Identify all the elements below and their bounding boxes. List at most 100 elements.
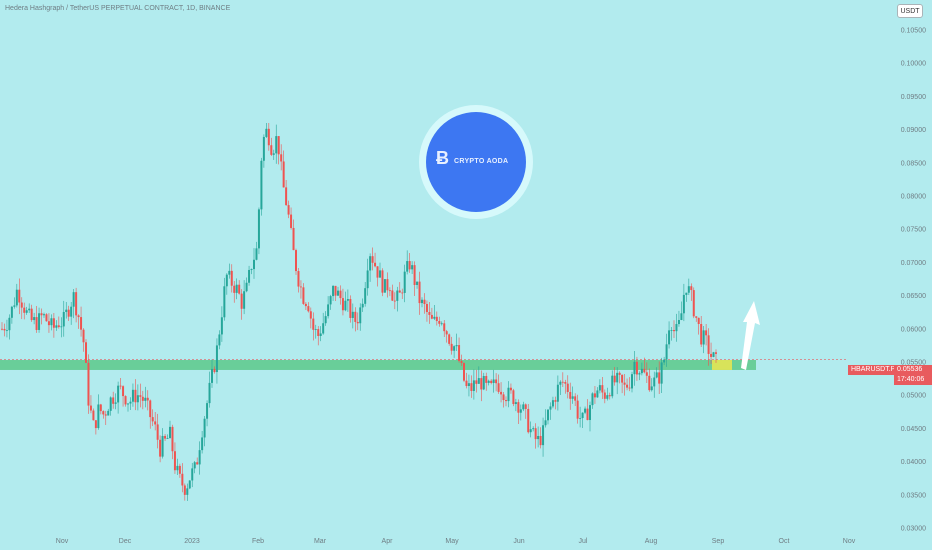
candle-body xyxy=(364,288,367,304)
candle-body xyxy=(470,383,473,391)
candle-body xyxy=(702,330,705,345)
candle-body xyxy=(354,311,357,322)
candle-body xyxy=(638,373,641,375)
candle-body xyxy=(92,410,95,421)
candle-body xyxy=(65,309,68,312)
candle-body xyxy=(208,382,211,404)
logo-text: CRYPTO AODA xyxy=(454,158,509,165)
candle-body xyxy=(658,372,661,384)
y-tick-label: 0.10500 xyxy=(901,28,926,35)
candle-body xyxy=(635,361,638,375)
candle-body xyxy=(608,395,611,397)
candle-body xyxy=(102,411,105,415)
candle-body xyxy=(411,265,414,270)
candle-body xyxy=(173,451,176,471)
candle-body xyxy=(383,279,386,293)
candle-body xyxy=(366,270,369,289)
candle-body xyxy=(438,321,441,324)
candle-body xyxy=(376,266,379,278)
candle-body xyxy=(119,385,122,387)
candle-body xyxy=(705,330,708,336)
candle-body xyxy=(581,412,584,419)
candle-body xyxy=(45,314,48,322)
candle-body xyxy=(379,270,381,278)
candle-body xyxy=(502,394,505,401)
candle-body xyxy=(675,324,678,332)
last-price: 0.05536 xyxy=(894,365,932,375)
candle-body xyxy=(322,323,325,334)
candle-body xyxy=(70,306,73,317)
currency-badge[interactable]: USDT xyxy=(897,4,923,18)
candle-body xyxy=(30,308,33,321)
candle-body xyxy=(166,438,169,439)
support-zone-highlight xyxy=(712,360,732,370)
candle-body xyxy=(561,381,564,383)
candle-body xyxy=(589,405,591,421)
y-tick-label: 0.06000 xyxy=(901,326,926,333)
candle-body xyxy=(176,465,179,471)
candle-body xyxy=(262,136,265,161)
candle-body xyxy=(463,363,465,381)
y-tick-label: 0.04500 xyxy=(901,426,926,433)
candle-body xyxy=(280,154,283,162)
candle-body xyxy=(77,315,80,318)
candle-body xyxy=(673,330,675,332)
candle-body xyxy=(497,383,500,392)
candle-body xyxy=(282,161,285,188)
candle-body xyxy=(475,380,478,384)
candle-body xyxy=(613,375,616,383)
x-tick-label: Jun xyxy=(513,538,524,545)
candle-body xyxy=(146,397,149,401)
candle-body xyxy=(519,409,522,413)
candle-body xyxy=(448,334,451,344)
time-axis[interactable]: Nov Dec 2023 Feb Mar Apr May Jun Jul Aug Sep Oct Nov xyxy=(56,538,856,545)
candle-body xyxy=(507,387,510,402)
candle-body xyxy=(633,361,636,375)
candle-body xyxy=(670,330,673,331)
candle-body xyxy=(28,308,31,311)
candle-body xyxy=(586,408,589,421)
x-tick-label: Mar xyxy=(314,538,327,545)
candle-body xyxy=(169,426,171,439)
candle-body xyxy=(238,284,241,294)
candle-body xyxy=(460,361,463,364)
candle-body xyxy=(598,385,601,391)
price-axis[interactable]: 0.10500 0.10000 0.09500 0.09000 0.08500 0.080… xyxy=(901,28,926,533)
candle-body xyxy=(139,395,142,397)
candle-body xyxy=(107,410,110,416)
candle-body xyxy=(213,368,216,373)
candle-body xyxy=(339,290,342,299)
y-tick-label: 0.04000 xyxy=(901,459,926,466)
candle-body xyxy=(295,250,297,272)
candle-body xyxy=(547,409,549,421)
candle-body xyxy=(104,414,107,416)
candle-body xyxy=(445,331,448,335)
candle-body xyxy=(700,324,703,345)
candle-body xyxy=(89,405,92,411)
candle-body xyxy=(611,375,614,397)
candle-body xyxy=(38,313,41,330)
candle-body xyxy=(253,259,255,270)
candle-body xyxy=(13,305,16,307)
candle-body xyxy=(23,307,26,313)
candle-body xyxy=(398,290,401,293)
candle-body xyxy=(50,318,53,326)
candle-body xyxy=(250,269,253,270)
candle-body xyxy=(312,318,315,330)
candle-body xyxy=(544,420,547,426)
candle-body xyxy=(129,401,132,404)
candle-body xyxy=(267,128,270,146)
candle-body xyxy=(62,311,65,327)
candle-body xyxy=(655,372,658,378)
logo-circle: Ƀ CRYPTO AODA xyxy=(426,112,526,212)
bar-countdown: 17:40:06 xyxy=(894,375,932,385)
y-tick-label: 0.09000 xyxy=(901,127,926,134)
candle-body xyxy=(421,299,423,304)
candle-body xyxy=(680,313,683,320)
candle-body xyxy=(685,292,688,295)
candle-body xyxy=(156,424,159,440)
candle-body xyxy=(440,323,443,325)
candle-body xyxy=(401,292,404,294)
candle-body xyxy=(485,376,488,383)
candle-body xyxy=(524,404,527,409)
